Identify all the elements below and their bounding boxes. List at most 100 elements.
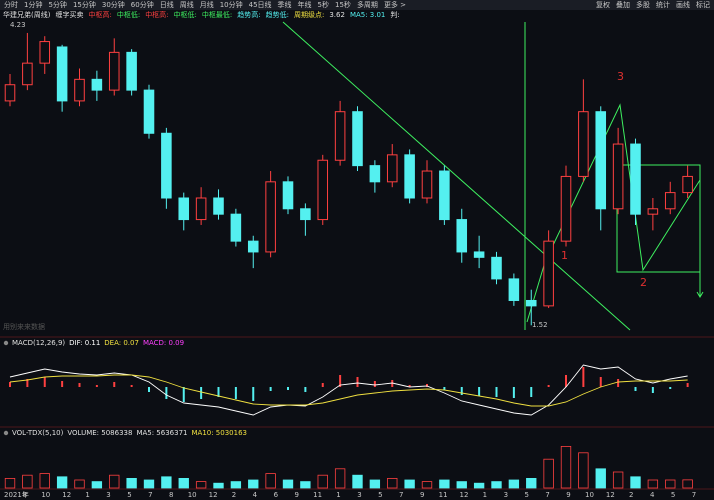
volume-bar — [647, 479, 659, 489]
candle-body — [300, 208, 311, 221]
x-tick-label: 10 — [188, 491, 197, 499]
volume-bar — [334, 468, 346, 489]
x-tick-label: 10 — [585, 491, 594, 499]
volume-legend: VOLUME: 5086338 — [67, 429, 132, 437]
toolbar-button[interactable]: 叠加 — [616, 0, 630, 9]
wave-mark: 2 — [640, 276, 647, 289]
toolbar-button[interactable]: 年线 — [298, 0, 312, 9]
high-label: 4.23 — [10, 21, 26, 29]
low-label: 1.52 — [532, 321, 548, 329]
indicator-label: 判: — [390, 10, 399, 19]
macd-legend: DEA: 0.07 — [104, 339, 139, 347]
x-tick-label: 8 — [23, 491, 27, 499]
macd-legend: DIF: 0.11 — [69, 339, 100, 347]
volume-bar — [439, 479, 450, 489]
candle-body — [525, 299, 537, 307]
x-tick-label: 4 — [253, 491, 258, 499]
toolbar-button[interactable]: 标记 — [696, 0, 710, 9]
x-tick-label: 7 — [399, 491, 403, 499]
volume-bar — [126, 477, 137, 489]
toolbar-button[interactable]: 月线 — [200, 0, 214, 9]
volume-bar — [300, 481, 311, 489]
x-tick-label: 12 — [209, 491, 218, 499]
candle-body — [630, 143, 641, 215]
candle-body — [195, 197, 207, 221]
x-tick-label: 3 — [357, 491, 361, 499]
toolbar-button[interactable]: 复权 — [596, 0, 610, 9]
x-tick-label: 5 — [671, 491, 675, 499]
candle-body — [39, 41, 51, 64]
trend-line — [282, 21, 631, 331]
volume-legend: MA5: 5636371 — [136, 429, 187, 437]
volume-bar — [682, 479, 693, 489]
volume-bar — [456, 481, 467, 489]
volume-legend: MA10: 5030163 — [191, 429, 247, 437]
toolbar-button[interactable]: 画线 — [676, 0, 690, 9]
indicator-label: 中枢低: — [117, 10, 140, 19]
toolbar-button[interactable]: 1分钟 — [24, 0, 42, 9]
toolbar-button[interactable]: 季线 — [278, 0, 292, 9]
candle-body — [247, 240, 259, 253]
volume-bar — [22, 474, 33, 489]
x-tick-label: 1 — [85, 491, 89, 499]
range-box — [616, 164, 701, 273]
toolbar-button[interactable]: 15秒 — [335, 0, 351, 9]
watermark: 用别来来数据 — [3, 322, 45, 331]
x-tick-label: 1 — [336, 491, 340, 499]
candle-body — [4, 84, 16, 102]
candle-body — [352, 111, 363, 167]
toolbar-button[interactable]: 5分钟 — [48, 0, 66, 9]
candle-body — [178, 197, 190, 221]
toolbar-button[interactable]: 分时 — [4, 0, 18, 9]
candle-body — [56, 46, 68, 102]
volume-bar — [317, 474, 328, 489]
candle-body — [143, 89, 155, 134]
candle-body — [560, 175, 572, 242]
volume-bar — [143, 479, 155, 489]
toolbar-bar — [0, 0, 714, 10]
toolbar-button[interactable]: 15分钟 — [73, 0, 96, 9]
candle-body — [91, 78, 103, 91]
macd-legend: MACD(12,26,9) — [12, 339, 65, 347]
volume-bar — [387, 477, 398, 489]
volume-bar — [178, 477, 189, 489]
volume-bar — [612, 471, 624, 489]
volume-bar — [352, 474, 363, 489]
volume-bar — [74, 479, 85, 489]
toolbar-button[interactable]: 日线 — [160, 0, 174, 9]
candle-body — [108, 51, 120, 91]
indicator-label: 周期级点: — [294, 10, 324, 19]
x-tick-label: 12 — [62, 491, 71, 499]
candle-body — [595, 111, 607, 210]
volume-bar — [404, 479, 415, 489]
candle-body — [473, 251, 485, 258]
toolbar-button[interactable]: 多股 — [636, 0, 650, 9]
toolbar-button[interactable]: 30分钟 — [102, 0, 125, 9]
candle-body — [647, 208, 659, 215]
indicator-label: 华建兄弟(周线) — [3, 10, 51, 19]
x-tick-label: 10 — [41, 491, 50, 499]
volume-bar — [161, 476, 172, 489]
toolbar-button[interactable]: 5秒 — [318, 0, 329, 9]
volume-legend: VOL-TDX(5,10) — [12, 429, 64, 437]
toolbar-button[interactable]: 45日线 — [249, 0, 272, 9]
toolbar-button[interactable]: 周线 — [180, 0, 194, 9]
toolbar-button[interactable]: 60分钟 — [131, 0, 154, 9]
toolbar-button[interactable]: 更多 > — [384, 0, 406, 9]
candle-body — [369, 165, 381, 183]
toolbar-button[interactable]: 统计 — [656, 0, 670, 9]
x-tick-label: 9 — [294, 491, 298, 499]
candle-body — [578, 111, 589, 177]
volume-bar — [213, 482, 224, 489]
candle-body — [404, 154, 415, 199]
x-tick-label: 2 — [629, 491, 633, 499]
indicator-label: 中枢高: — [145, 10, 168, 19]
toolbar-button[interactable]: 10分钟 — [220, 0, 243, 9]
toolbar-button[interactable]: 多周期 — [357, 0, 378, 9]
volume-bar — [578, 452, 589, 489]
volume-bar — [595, 468, 606, 489]
x-tick-label: 12 — [460, 491, 469, 499]
x-tick-label: 11 — [439, 491, 448, 499]
volume-bar — [526, 477, 537, 489]
